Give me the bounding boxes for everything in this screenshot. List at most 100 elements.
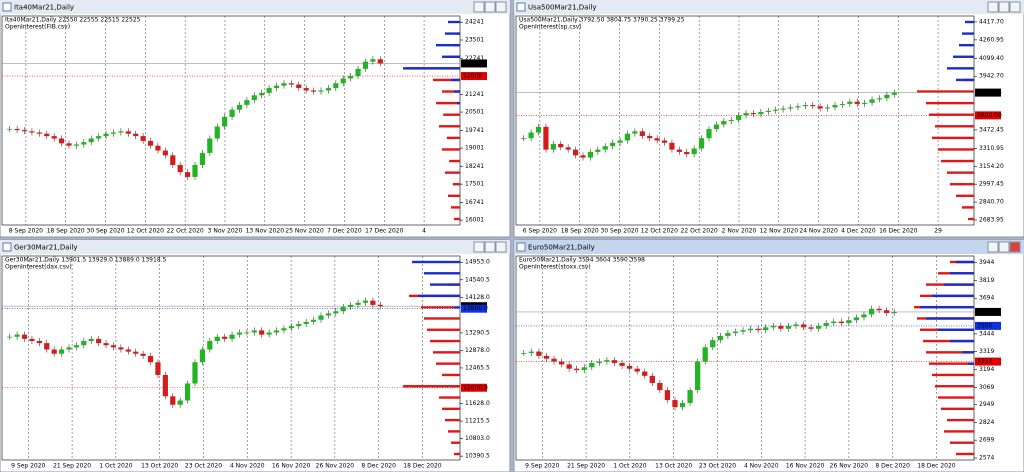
candle xyxy=(125,131,131,134)
candle xyxy=(7,336,13,338)
y-tick-label: 12878.0 xyxy=(465,347,490,354)
candle xyxy=(177,400,183,405)
candle xyxy=(765,110,771,112)
oi-bar xyxy=(950,441,974,444)
candle xyxy=(310,90,317,92)
close-button[interactable] xyxy=(1009,1,1021,13)
window-icon xyxy=(2,242,12,252)
candle xyxy=(551,358,557,362)
candle xyxy=(199,152,206,165)
price-label: 3600.00 xyxy=(977,112,1002,119)
candle xyxy=(325,313,332,316)
oi-bar xyxy=(454,305,460,309)
candle xyxy=(679,402,686,408)
oi-bar xyxy=(439,396,460,399)
plot-area xyxy=(1,15,461,226)
close-button[interactable] xyxy=(495,1,507,13)
minimize-button[interactable] xyxy=(473,1,485,13)
restore-button[interactable] xyxy=(484,241,496,253)
candle xyxy=(370,59,376,62)
date-label: 3 Nov 2020 xyxy=(208,228,243,235)
oi-bar xyxy=(430,339,460,343)
candle xyxy=(133,351,139,354)
candle xyxy=(58,349,65,354)
candle xyxy=(281,328,287,331)
y-tick-label: 16741 xyxy=(465,199,484,206)
oi-bar xyxy=(926,317,974,320)
candle xyxy=(333,83,339,89)
candle xyxy=(51,136,57,139)
chart-window[interactable]: Ger30Mar21,Daily 14953.0 14540.5 14128.0 132… xyxy=(0,239,511,472)
oi-bar xyxy=(452,183,460,186)
candle xyxy=(521,138,527,140)
date-label: 16 Nov 2020 xyxy=(272,463,311,470)
oi-bar xyxy=(446,136,460,140)
date-label: 13 Oct 2020 xyxy=(141,463,178,470)
candle xyxy=(654,138,660,141)
oi-bar xyxy=(950,272,974,275)
oi-bar xyxy=(403,385,460,388)
oi-bar xyxy=(424,317,460,320)
price-label-box xyxy=(975,111,1001,120)
candle xyxy=(876,308,882,311)
indicator-label: OpenInterest(dax.csv) xyxy=(5,264,72,271)
chart-window[interactable]: Euro50Mar21,Daily 3944 3819 3694 3444 3319 319… xyxy=(513,239,1024,472)
date-label: 25 Nov 2020 xyxy=(285,228,324,235)
restore-button[interactable] xyxy=(998,241,1010,253)
minimize-button[interactable] xyxy=(987,1,999,13)
window-title: Usa500Mar21,Daily xyxy=(528,4,596,12)
oi-bar xyxy=(424,272,460,275)
candle xyxy=(348,304,354,307)
oi-bar xyxy=(439,125,460,128)
minimize-button[interactable] xyxy=(987,241,999,253)
oi-bar xyxy=(436,101,460,105)
candle xyxy=(14,128,20,131)
oi-bar xyxy=(950,339,974,343)
candle xyxy=(770,325,776,328)
restore-button[interactable] xyxy=(484,1,496,13)
candle xyxy=(832,105,838,108)
candle xyxy=(7,128,13,130)
minimize-button[interactable] xyxy=(473,241,485,253)
candle xyxy=(340,78,346,84)
candle xyxy=(626,365,633,369)
candle xyxy=(868,308,875,315)
candle xyxy=(348,76,354,79)
candle xyxy=(170,396,176,405)
candle xyxy=(184,383,191,401)
chart-window[interactable]: Ita40Mar21,Daily 24241 23501 22741 21241 2050… xyxy=(0,0,511,238)
candle xyxy=(831,321,837,324)
chart-window[interactable]: Usa500Mar21,Daily 4417.70 4260.95 4099.40 39… xyxy=(513,0,1024,238)
date-label: 7 Dec 2020 xyxy=(327,228,362,235)
oi-bar xyxy=(947,171,974,174)
candle xyxy=(736,115,742,120)
oi-bar xyxy=(442,148,460,151)
price-label-box xyxy=(461,72,487,81)
y-tick-label: 10390.5 xyxy=(465,453,490,460)
candle xyxy=(891,92,897,95)
candle xyxy=(222,336,228,339)
candle xyxy=(565,147,571,150)
restore-button[interactable] xyxy=(998,1,1010,13)
candle xyxy=(676,149,682,152)
close-button[interactable] xyxy=(1009,241,1021,253)
candle xyxy=(377,59,383,64)
candle xyxy=(808,327,814,329)
oi-bar xyxy=(454,217,460,221)
candle xyxy=(96,338,102,344)
close-button[interactable] xyxy=(495,241,507,253)
candle xyxy=(36,132,42,134)
oi-bar xyxy=(433,351,460,354)
date-label: 18 Sep 2020 xyxy=(47,228,85,235)
candle xyxy=(535,126,542,133)
oi-bar xyxy=(938,148,974,151)
candle xyxy=(550,143,556,150)
oi-bar xyxy=(448,194,460,198)
y-tick-label: 3444 xyxy=(979,330,994,337)
candle xyxy=(695,361,701,391)
window-title: Euro50Mar21,Daily xyxy=(528,244,595,252)
y-tick-label: 14953.0 xyxy=(465,259,490,266)
oi-bar xyxy=(968,217,974,221)
oi-bar xyxy=(442,407,460,411)
window-title: Ita40Mar21,Daily xyxy=(14,4,74,12)
